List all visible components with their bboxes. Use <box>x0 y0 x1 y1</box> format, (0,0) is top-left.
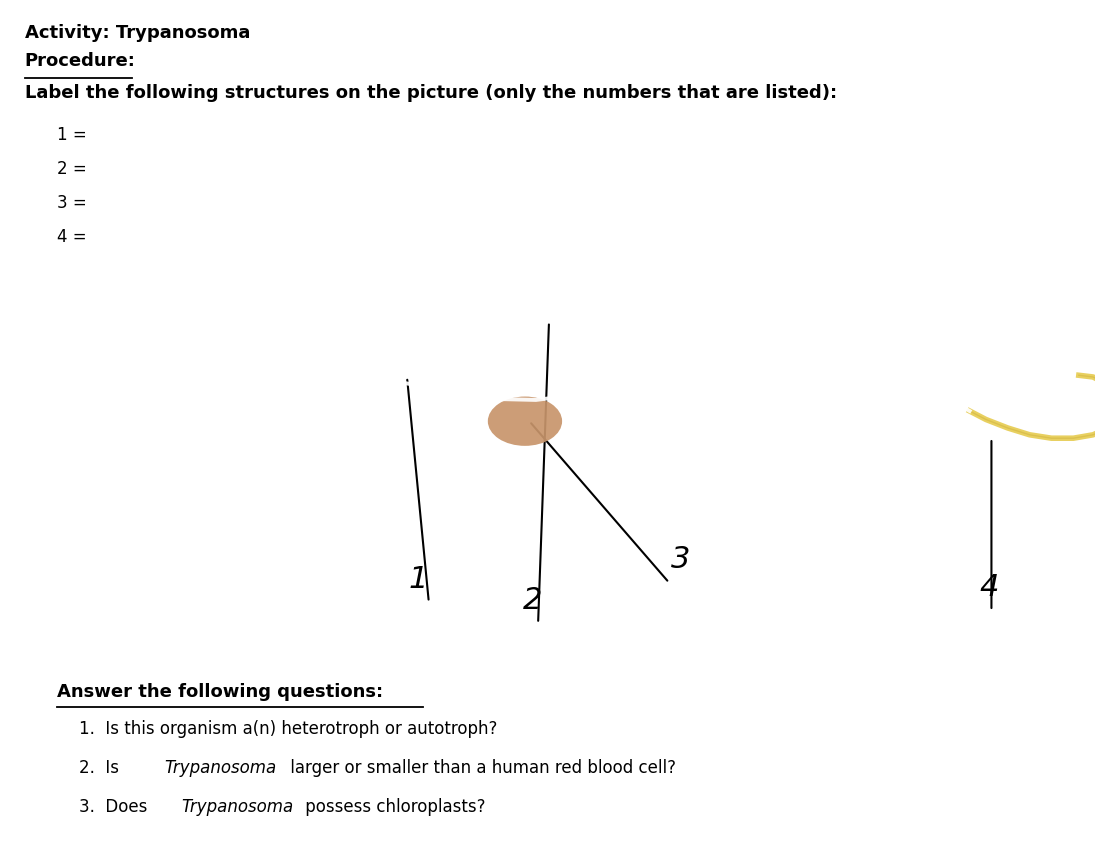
Text: 3 =: 3 = <box>57 194 87 212</box>
Text: larger or smaller than a human red blood cell?: larger or smaller than a human red blood… <box>284 758 675 777</box>
Text: 2.  Is: 2. Is <box>79 758 124 777</box>
Text: Answer the following questions:: Answer the following questions: <box>57 683 383 701</box>
Text: 2 =: 2 = <box>57 160 87 178</box>
Text: possess chloroplasts?: possess chloroplasts? <box>300 798 485 816</box>
Text: Procedure:: Procedure: <box>24 52 135 70</box>
Text: 1 =: 1 = <box>57 126 87 144</box>
Text: Trypanosoma: Trypanosoma <box>165 758 277 777</box>
Text: 2: 2 <box>523 586 542 615</box>
Text: 1.  Is this organism a(n) heterotroph or autotroph?: 1. Is this organism a(n) heterotroph or … <box>79 720 497 738</box>
Ellipse shape <box>488 396 562 446</box>
Text: 4 =: 4 = <box>57 229 87 247</box>
Text: 4: 4 <box>979 574 999 603</box>
Text: 3: 3 <box>671 545 691 574</box>
Text: Trypanosoma: Trypanosoma <box>181 798 293 816</box>
Text: Label the following structures on the picture (only the numbers that are listed): Label the following structures on the pi… <box>24 84 837 102</box>
Text: Activity: Trypanosoma: Activity: Trypanosoma <box>24 24 250 42</box>
Text: 3.  Does: 3. Does <box>79 798 153 816</box>
Text: 1: 1 <box>408 565 427 594</box>
